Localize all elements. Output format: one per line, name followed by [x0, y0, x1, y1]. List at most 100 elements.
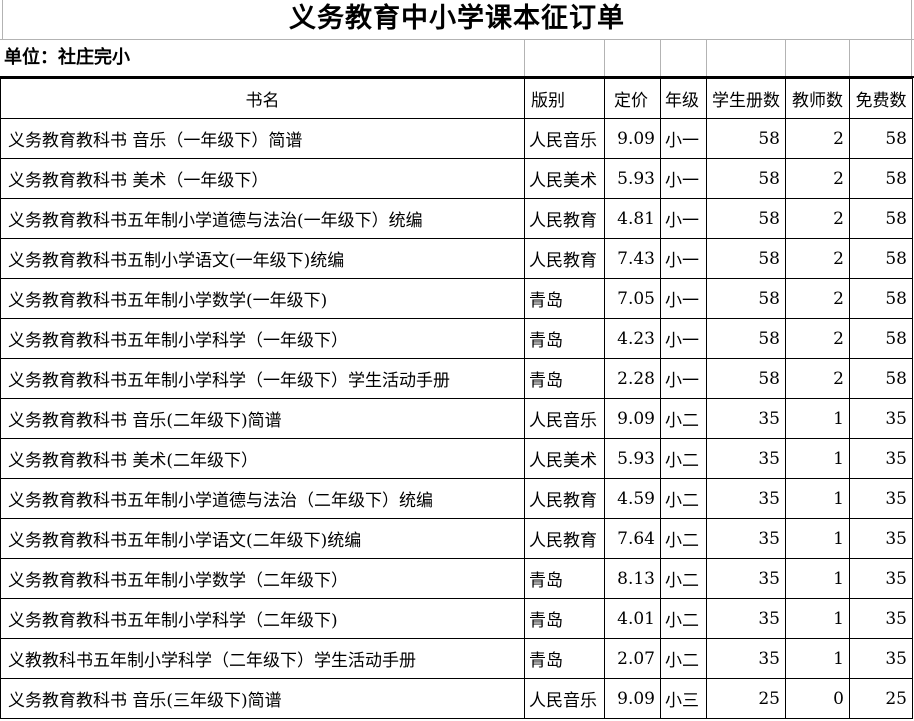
cell-book: 义务教育教科书 音乐(二年级下)简谱 [0, 398, 525, 439]
cell-book: 义务教育教科书五年制小学数学(一年级下) [0, 278, 525, 319]
cell-price: 7.64 [604, 518, 661, 559]
cell-book: 义教教科书五年制小学科学（二年级下）学生活动手册 [0, 638, 525, 679]
cell-price: 2.07 [604, 638, 661, 679]
cell-publisher: 青岛 [524, 278, 605, 319]
cell-students: 58 [706, 238, 786, 279]
cell-price: 9.09 [604, 118, 661, 159]
cell-grade: 小三 [660, 678, 707, 719]
cell-free: 35 [849, 638, 913, 679]
page-title: 义务教育中小学课本征订单 [289, 3, 625, 34]
cell-grade: 小二 [660, 558, 707, 599]
cell-grade: 小一 [660, 318, 707, 359]
cell-teachers: 2 [785, 198, 850, 239]
cell-publisher: 人民教育 [524, 478, 605, 519]
cell-book: 义务教育教科书 音乐（一年级下）简谱 [0, 118, 525, 159]
table-row: 义务教育教科书 音乐（一年级下）简谱 人民音乐 9.09 小一 58 2 58 [0, 118, 913, 159]
cell-teachers: 2 [785, 118, 850, 159]
title-right-gridline [911, 0, 912, 39]
cell-price: 8.13 [604, 558, 661, 599]
cell-teachers: 2 [785, 158, 850, 199]
cell-free: 58 [849, 318, 913, 359]
cell-book: 义务教育教科书 音乐(三年级下)简谱 [0, 678, 525, 719]
cell-publisher: 人民美术 [524, 158, 605, 199]
cell-students: 58 [706, 318, 786, 359]
cell-publisher: 人民音乐 [524, 118, 605, 159]
cell-book: 义务教育教科书 美术(二年级下） [0, 438, 525, 479]
cell-book: 义务教育教科书五年制小学科学（一年级下）学生活动手册 [0, 358, 525, 399]
column-header-book: 书名 [0, 78, 525, 119]
cell-price: 4.81 [604, 198, 661, 239]
cell-teachers: 2 [785, 278, 850, 319]
cell-publisher: 人民教育 [524, 518, 605, 559]
cell-free: 35 [849, 398, 913, 439]
title-left-gridline [2, 0, 3, 39]
column-header-free: 免费数 [849, 78, 913, 119]
cell-students: 25 [706, 678, 786, 719]
table-row: 义务教育教科书五年制小学语文(二年级下)统编 人民教育 7.64 小二 35 1 35 [0, 518, 913, 559]
cell-students: 35 [706, 558, 786, 599]
cell-price: 4.23 [604, 318, 661, 359]
cell-book: 义务教育教科书五年制小学道德与法治（二年级下）统编 [0, 478, 525, 519]
cell-book: 义务教育教科书五年制小学数学（二年级下） [0, 558, 525, 599]
cell-free: 58 [849, 358, 913, 399]
table-row: 义务教育教科书五年制小学数学(一年级下) 青岛 7.05 小一 58 2 58 [0, 278, 913, 319]
column-header-grade: 年级 [660, 78, 707, 119]
table-row: 义务教育教科书 美术(二年级下） 人民美术 5.93 小二 35 1 35 [0, 438, 913, 479]
cell-teachers: 0 [785, 678, 850, 719]
cell-students: 35 [706, 478, 786, 519]
cell-teachers: 1 [785, 478, 850, 519]
table-row: 义务教育教科书五年制小学数学（二年级下） 青岛 8.13 小二 35 1 35 [0, 558, 913, 599]
form-title-row: 义务教育中小学课本征订单 [0, 0, 914, 40]
cell-free: 58 [849, 198, 913, 239]
table-row: 义务教育教科书五制小学语文(一年级下)统编 人民教育 7.43 小一 58 2 58 [0, 238, 913, 279]
cell-publisher: 人民教育 [524, 238, 605, 279]
table-row: 义务教育教科书五年制小学道德与法治（二年级下）统编 人民教育 4.59 小二 35 1 35 [0, 478, 913, 519]
column-header-students: 学生册数 [706, 78, 786, 119]
cell-teachers: 2 [785, 358, 850, 399]
cell-teachers: 2 [785, 318, 850, 359]
cell-publisher: 人民美术 [524, 438, 605, 479]
cell-grade: 小一 [660, 278, 707, 319]
cell-book: 义务教育教科书五制小学语文(一年级下)统编 [0, 238, 525, 279]
cell-free: 35 [849, 558, 913, 599]
cell-grade: 小二 [660, 598, 707, 639]
column-gridline [604, 40, 605, 76]
column-header-publisher: 版别 [524, 78, 605, 119]
cell-students: 58 [706, 278, 786, 319]
unit-row: 单位：社庄完小 [0, 40, 914, 78]
table-row: 义务教育教科书五年制小学科学（二年级下) 青岛 4.01 小二 35 1 35 [0, 598, 913, 639]
table-row: 义务教育教科书五年制小学道德与法治(一年级下）统编 人民教育 4.81 小一 58 2 58 [0, 198, 913, 239]
cell-publisher: 人民教育 [524, 198, 605, 239]
cell-book: 义务教育教科书五年制小学科学（一年级下） [0, 318, 525, 359]
cell-price: 2.28 [604, 358, 661, 399]
table-row: 义务教育教科书 美术（一年级下） 人民美术 5.93 小一 58 2 58 [0, 158, 913, 199]
cell-price: 5.93 [604, 158, 661, 199]
cell-free: 58 [849, 238, 913, 279]
cell-price: 7.43 [604, 238, 661, 279]
cell-grade: 小一 [660, 358, 707, 399]
unit-label: 单位：社庄完小 [4, 47, 130, 68]
cell-teachers: 1 [785, 558, 850, 599]
cell-students: 35 [706, 598, 786, 639]
table-body: 义务教育教科书 音乐（一年级下）简谱 人民音乐 9.09 小一 58 2 58 义务教育教科书… [0, 118, 913, 719]
cell-free: 35 [849, 598, 913, 639]
cell-free: 35 [849, 478, 913, 519]
order-table: 书名 版别 定价 年级 学生册数 教师数 免费数 义务教育教科书 音乐（一年级下）简谱 人民音… [0, 78, 913, 719]
cell-grade: 小二 [660, 638, 707, 679]
cell-publisher: 青岛 [524, 558, 605, 599]
cell-publisher: 青岛 [524, 598, 605, 639]
cell-price: 4.59 [604, 478, 661, 519]
cell-grade: 小二 [660, 438, 707, 479]
cell-grade: 小二 [660, 518, 707, 559]
table-row: 义教教科书五年制小学科学（二年级下）学生活动手册 青岛 2.07 小二 35 1 35 [0, 638, 913, 679]
cell-publisher: 青岛 [524, 318, 605, 359]
cell-grade: 小一 [660, 118, 707, 159]
column-header-price: 定价 [604, 78, 661, 119]
cell-book: 义务教育教科书五年制小学道德与法治(一年级下）统编 [0, 198, 525, 239]
cell-free: 25 [849, 678, 913, 719]
column-gridline [706, 40, 707, 76]
cell-price: 9.09 [604, 678, 661, 719]
cell-book: 义务教育教科书五年制小学语文(二年级下)统编 [0, 518, 525, 559]
cell-grade: 小二 [660, 398, 707, 439]
